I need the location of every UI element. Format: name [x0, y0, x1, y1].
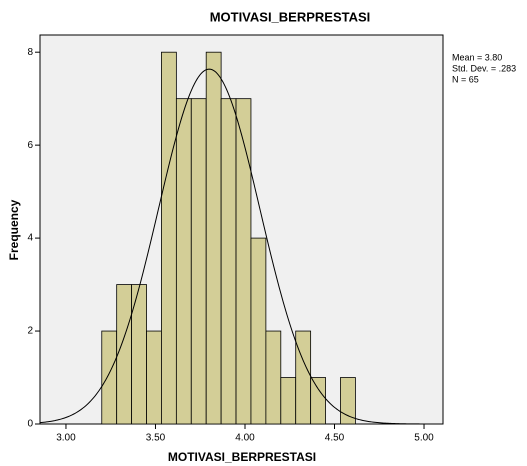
y-tick-label: 6 — [27, 140, 33, 151]
bar — [190, 98, 207, 425]
bar — [146, 330, 162, 425]
y-axis-title: Frequency — [7, 199, 21, 260]
bar — [220, 98, 237, 425]
bar — [310, 377, 326, 425]
stat-mean: Mean = 3.80 — [452, 52, 502, 62]
y-tick-label: 0 — [27, 419, 33, 430]
x-tick-label: 3.00 — [56, 433, 76, 444]
bar — [205, 51, 222, 425]
x-tick-label: 3.50 — [146, 433, 166, 444]
chart-title: MOTIVASI_BERPRESTASI — [210, 9, 371, 24]
y-tick-label: 2 — [27, 326, 33, 337]
bar — [235, 98, 252, 425]
x-tick-label: 5.00 — [414, 433, 434, 444]
bar — [280, 377, 297, 425]
y-tick-label: 8 — [27, 47, 33, 58]
bar — [175, 98, 192, 425]
x-tick-label: 4.50 — [325, 433, 345, 444]
bar — [265, 330, 282, 425]
bar — [101, 330, 118, 425]
stat-n: N = 65 — [452, 74, 479, 84]
bar — [161, 51, 177, 425]
bar — [340, 377, 356, 425]
bar — [295, 330, 312, 425]
bar — [116, 284, 133, 425]
stat-sd: Std. Dev. = .283 — [452, 63, 516, 73]
y-tick-label: 4 — [27, 233, 33, 244]
x-axis-title: MOTIVASI_BERPRESTASI — [168, 450, 316, 464]
normal-curve — [39, 68, 443, 425]
bar — [250, 237, 267, 425]
x-tick-label: 4.00 — [235, 433, 255, 444]
